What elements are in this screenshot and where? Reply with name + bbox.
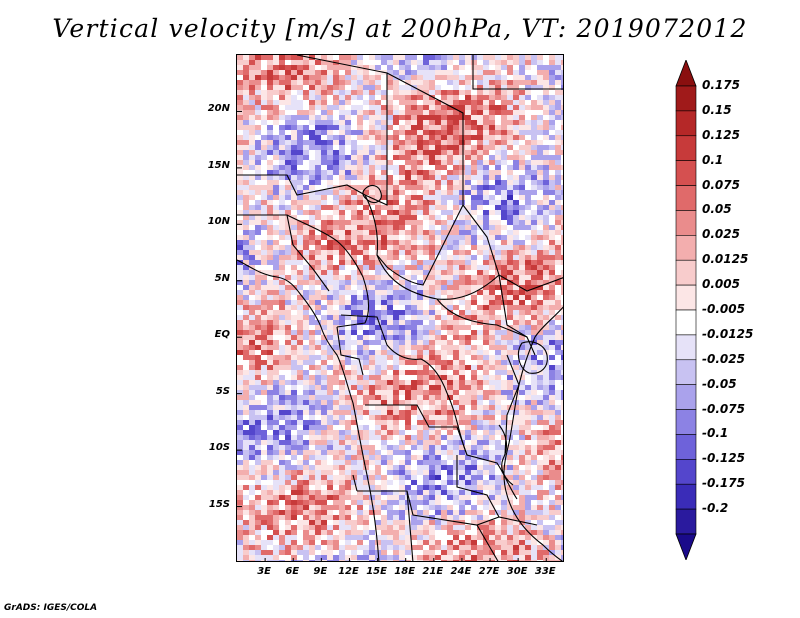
- colorbar-segment: [675, 259, 697, 286]
- border-botswana: [476, 524, 499, 561]
- lake-chad: [362, 184, 382, 204]
- border-zambia: [456, 455, 538, 526]
- lat-tick-label: 5N: [214, 272, 230, 284]
- border-tanzania: [504, 354, 520, 456]
- lon-tick-label: 12E: [338, 566, 359, 577]
- colorbar-top-arrow: [675, 60, 697, 87]
- colorbar-segment: [675, 334, 697, 361]
- colorbar-label: 0.005: [702, 277, 740, 292]
- colorbar-segment: [675, 110, 697, 137]
- coastline-east: [503, 306, 563, 561]
- lon-tick-label: 21E: [422, 566, 444, 577]
- colorbar-label: -0.005: [702, 302, 745, 316]
- border-drc: [436, 298, 528, 338]
- country-borders: [237, 55, 563, 561]
- border-nigeria: [237, 214, 330, 292]
- colorbar-segment: [675, 235, 697, 261]
- colorbar-segment: [675, 359, 697, 385]
- border-uganda: [498, 274, 536, 356]
- map-panel: [236, 54, 564, 562]
- border-north-1: [296, 55, 388, 206]
- vertical-velocity-field: [237, 55, 563, 561]
- border-north-2: [386, 72, 464, 205]
- lon-tick-label: 18E: [394, 566, 416, 577]
- colorbar-label: -0.125: [702, 451, 745, 466]
- colorbar-label: -0.025: [702, 351, 745, 366]
- colorbar-segment: [675, 284, 697, 311]
- border-cameroon: [286, 214, 370, 328]
- border-chad: [364, 194, 464, 286]
- colorbar-label: -0.0125: [702, 326, 754, 341]
- lat-tick-label: 10N: [207, 216, 230, 228]
- colorbar-segment: [675, 210, 697, 236]
- border-namibia: [357, 490, 500, 526]
- coastline-west: [237, 259, 380, 561]
- lat-tick-label: 15S: [208, 498, 230, 510]
- lon-tick-label: 33E: [534, 566, 556, 577]
- lake-victoria: [517, 341, 548, 374]
- lat-tick-label: 10S: [208, 442, 230, 454]
- border-angola: [365, 404, 468, 456]
- lon-tick-label: 15E: [366, 566, 387, 577]
- colorbar-segment: [675, 135, 697, 161]
- colorbar-segment: [675, 409, 697, 435]
- border-angola-south: [352, 474, 358, 492]
- colorbar: [675, 60, 697, 560]
- colorbar-segment: [675, 185, 697, 211]
- colorbar-label: -0.075: [702, 401, 745, 416]
- colorbar-label: -0.2: [702, 501, 729, 516]
- border-congo: [340, 314, 448, 394]
- lon-tick-label: 24E: [450, 566, 472, 577]
- lon-tick-label: 30E: [506, 566, 528, 577]
- colorbar-label: 0.025: [702, 227, 740, 242]
- border-north-4: [237, 174, 366, 196]
- colorbar-label: -0.1: [702, 426, 729, 441]
- lon-tick-label: 9E: [313, 566, 328, 577]
- colorbar-segment: [675, 434, 697, 460]
- colorbar-label: 0.05: [702, 202, 732, 217]
- lon-tick-label: 6E: [285, 566, 300, 577]
- colorbar-label: -0.175: [702, 476, 745, 491]
- software-credit: GrADS: IGES/COLA: [4, 603, 98, 613]
- lon-tick-label: 27E: [478, 566, 500, 577]
- border-south: [406, 490, 414, 561]
- lat-tick-label: 5S: [215, 385, 230, 397]
- lat-tick-label: EQ: [214, 329, 230, 341]
- colorbar-bottom-arrow: [675, 533, 697, 560]
- border-car: [376, 254, 500, 300]
- colorbar-label: 0.1: [702, 152, 724, 167]
- lat-tick-label: 15N: [207, 159, 230, 171]
- colorbar-segment: [675, 508, 697, 535]
- colorbar-label: 0.0125: [702, 252, 749, 267]
- colorbar-label: 0.15: [702, 102, 732, 117]
- colorbar-label: -0.05: [702, 376, 737, 391]
- border-gabon: [336, 326, 364, 376]
- axis-tick-marks: [237, 110, 547, 561]
- colorbar-segment: [675, 459, 697, 485]
- border-lake: [498, 424, 514, 486]
- lat-tick-label: 20N: [207, 103, 230, 115]
- colorbar-segment: [675, 483, 697, 510]
- colorbar-segment: [675, 85, 697, 112]
- velocity-field-layer: [237, 55, 563, 561]
- colorbar-label: 0.175: [702, 78, 740, 92]
- colorbar-label: 0.125: [702, 127, 740, 142]
- colorbar-label: 0.075: [702, 177, 740, 192]
- border-north-3: [472, 55, 563, 90]
- colorbar-segment: [675, 384, 697, 410]
- colorbar-segment: [675, 309, 697, 336]
- chart-title: Vertical velocity [m/s] at 200hPa, VT: 2…: [52, 14, 748, 43]
- colorbar-segment: [675, 160, 697, 186]
- lon-tick-label: 3E: [257, 566, 271, 577]
